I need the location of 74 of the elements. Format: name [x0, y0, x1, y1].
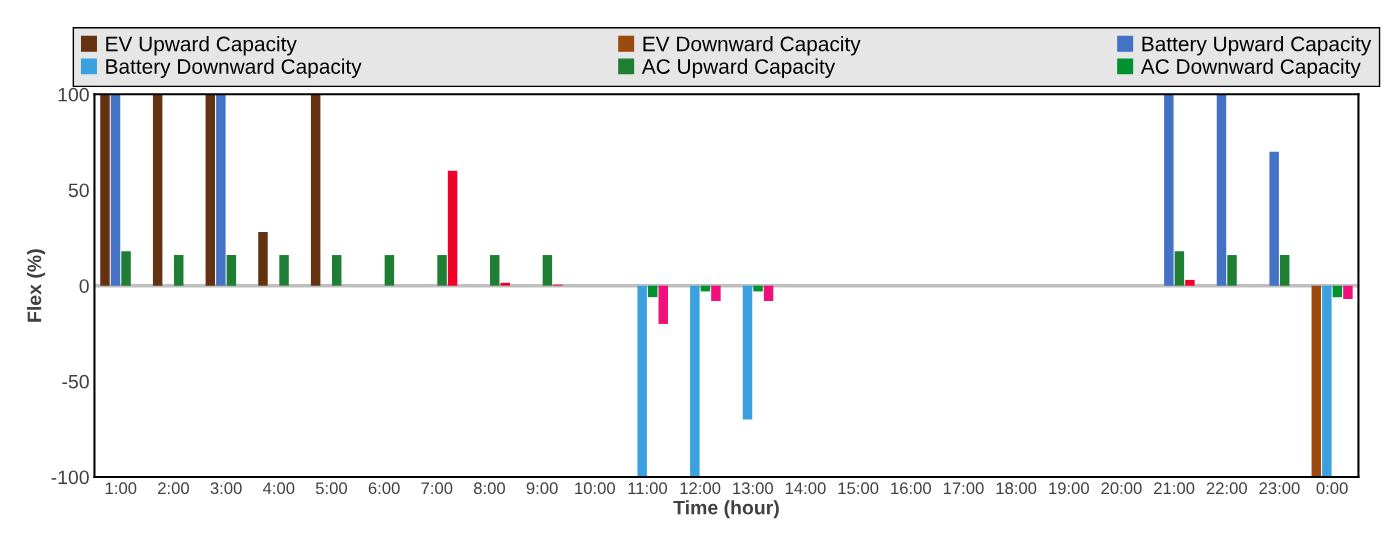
bar: [500, 282, 510, 286]
x-tick-label: 11:00: [628, 482, 668, 495]
x-axis-title: Time (hour): [673, 500, 779, 519]
y-tick-label: -100: [51, 470, 89, 485]
bar: [331, 255, 342, 286]
bar: [647, 285, 658, 298]
x-tick-label: 3:00: [210, 482, 242, 495]
bar: [279, 255, 289, 286]
bar: [690, 285, 700, 478]
x-tick-label: 16:00: [891, 482, 931, 495]
y-axis-title: Flex (%): [27, 249, 46, 322]
x-tick-label: 21:00: [1154, 482, 1195, 495]
x-tick-label: 23:00: [1259, 482, 1300, 495]
x-tick-label: 14:00: [785, 482, 826, 495]
bar: [763, 285, 774, 301]
x-tick-label: 22:00: [1206, 482, 1247, 495]
bar: [226, 255, 237, 286]
x-tick-label: 20:00: [1101, 482, 1142, 495]
bar: [121, 251, 131, 286]
x-tick-label: 13:00: [733, 482, 773, 495]
legend-label: EV Upward Capacity: [106, 36, 297, 56]
bar: [637, 285, 647, 478]
x-tick-label: 10:00: [575, 482, 615, 495]
y-tick-label: 0: [79, 279, 89, 293]
x-tick-label: 7:00: [421, 482, 453, 495]
bar: [1174, 251, 1185, 286]
x-tick-label: 4:00: [262, 482, 295, 495]
bar: [753, 285, 763, 292]
bar: [100, 94, 110, 286]
bar: [1227, 255, 1237, 286]
bar: [1343, 285, 1353, 300]
bar: [447, 170, 458, 286]
x-tick-label: 1:00: [105, 482, 137, 495]
bar: [489, 255, 500, 286]
x-tick-label: 12:00: [680, 482, 721, 495]
bar: [173, 255, 184, 286]
x-tick-label: 0:00: [1316, 482, 1348, 495]
x-tick-label: 2:00: [158, 482, 190, 495]
bar: [1322, 285, 1332, 478]
x-tick-label: 18:00: [996, 482, 1037, 495]
bar: [384, 255, 395, 286]
y-tick-label: -50: [62, 374, 89, 389]
x-tick-label: 9:00: [526, 482, 558, 495]
bar: [658, 285, 668, 324]
bar: [216, 94, 226, 286]
bar: [1311, 285, 1322, 478]
x-tick-label: 19:00: [1049, 482, 1089, 495]
bar: [742, 285, 753, 420]
x-tick-label: 17:00: [943, 482, 984, 495]
y-tick-label: 50: [68, 183, 89, 198]
bar: [1279, 255, 1290, 286]
bar: [1185, 279, 1195, 286]
x-tick-label: 6:00: [368, 482, 400, 495]
bar: [205, 94, 216, 286]
bar: [110, 94, 121, 286]
y-tick-label: 100: [58, 87, 89, 102]
x-tick-label: 5:00: [315, 482, 348, 495]
legend-label: Battery Downward Capacity: [106, 58, 362, 78]
legend-label: EV Downward Capacity: [643, 36, 861, 56]
bar: [711, 285, 721, 301]
bar: [437, 255, 447, 286]
legend-label: AC Downward Capacity: [1140, 58, 1361, 78]
legend-label: Battery Upward Capacity: [1142, 36, 1372, 56]
bar: [310, 94, 321, 286]
bar: [1216, 94, 1227, 286]
x-tick-label: 15:00: [838, 482, 879, 495]
bar: [152, 94, 163, 286]
bar: [258, 232, 268, 286]
bar: [1332, 285, 1343, 298]
bar: [542, 255, 553, 286]
legend-label: AC Upward Capacity: [641, 58, 836, 78]
bar: [1269, 151, 1279, 286]
x-tick-label: 8:00: [473, 482, 506, 495]
bar: [1164, 94, 1174, 286]
